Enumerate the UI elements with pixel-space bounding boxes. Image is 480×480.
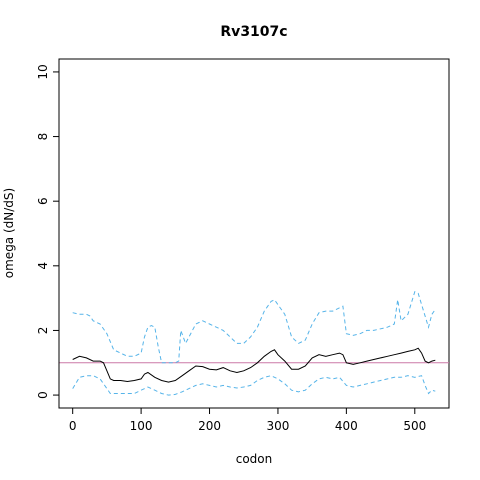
series-line-estimate	[72, 347, 436, 383]
axes: 0 100 200 300 400 500 0 2 4 6 8 10	[36, 64, 426, 433]
y-axis-label: omega (dN/dS)	[2, 188, 16, 278]
x-tick-label: 300	[266, 419, 289, 433]
series-line-upper	[72, 291, 436, 364]
x-tick-label: 400	[335, 419, 358, 433]
y-tick-label: 8	[36, 133, 50, 141]
y-tick-label: 10	[36, 64, 50, 79]
series-line-lower	[72, 375, 436, 396]
y-tick-label: 0	[36, 391, 50, 399]
x-tick-label: 0	[69, 419, 77, 433]
y-tick-label: 2	[36, 327, 50, 335]
x-tick-label: 500	[403, 419, 426, 433]
x-axis-label: codon	[236, 452, 273, 466]
plot-marks	[59, 291, 449, 396]
y-tick-label: 4	[36, 262, 50, 270]
chart-title: Rv3107c	[220, 24, 287, 40]
y-tick-label: 6	[36, 197, 50, 205]
x-tick-label: 100	[130, 419, 153, 433]
x-tick-label: 200	[198, 419, 221, 433]
